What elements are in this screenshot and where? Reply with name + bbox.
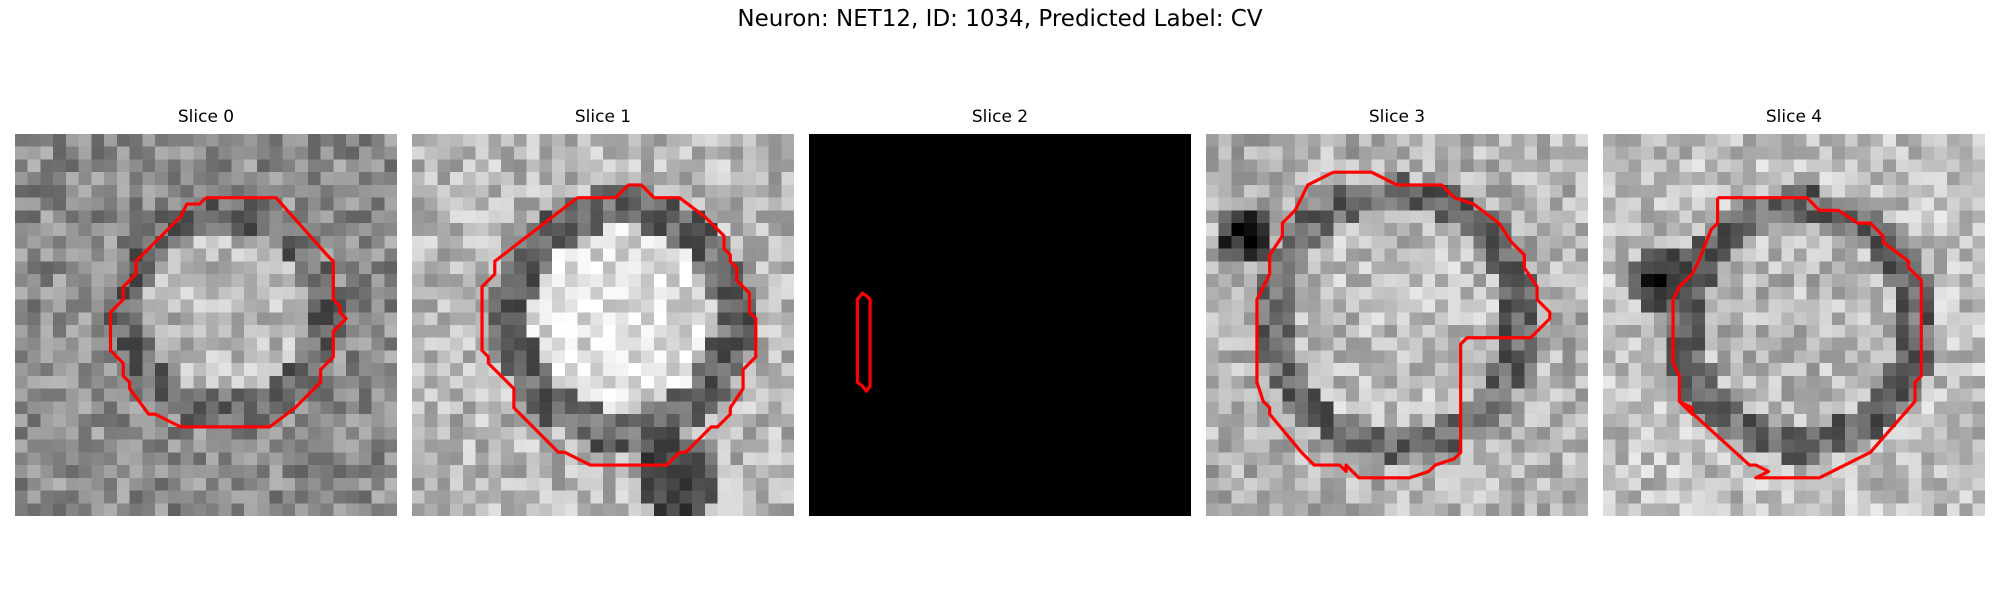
slice-panel-1: Slice 1: [412, 106, 794, 516]
slice-image-0: [15, 134, 397, 516]
slice-image-3: [1206, 134, 1588, 516]
slice-panel-0: Slice 0: [15, 106, 397, 516]
slice-pixels-0: [15, 134, 397, 516]
roi-contour-0: [108, 196, 348, 429]
slice-image-4: [1603, 134, 1985, 516]
slice-pixels-1: [412, 134, 794, 516]
slice-image-2: [809, 134, 1191, 516]
slice-title-3: Slice 3: [1368, 107, 1426, 127]
slice-title-4: Slice 4: [1765, 107, 1823, 127]
slice-image-1: [412, 134, 794, 516]
roi-contour-3: [1255, 170, 1552, 480]
roi-contour-1: [480, 183, 758, 467]
slice-background-2: [809, 134, 1191, 516]
slice-panel-4: Slice 4: [1603, 106, 1985, 516]
slice-title-2: Slice 2: [971, 107, 1029, 127]
roi-contour-4: [1671, 196, 1923, 480]
slice-panel-2: Slice 2: [809, 106, 1191, 516]
slice-pixels-4: [1603, 134, 1985, 516]
slice-panel-3: Slice 3: [1206, 106, 1588, 516]
slice-title-1: Slice 1: [574, 107, 632, 127]
roi-contour-2: [855, 291, 872, 393]
slice-title-0: Slice 0: [177, 107, 235, 127]
figure-title: Neuron: NET12, ID: 1034, Predicted Label…: [737, 6, 1263, 32]
slice-pixels-3: [1206, 134, 1588, 516]
